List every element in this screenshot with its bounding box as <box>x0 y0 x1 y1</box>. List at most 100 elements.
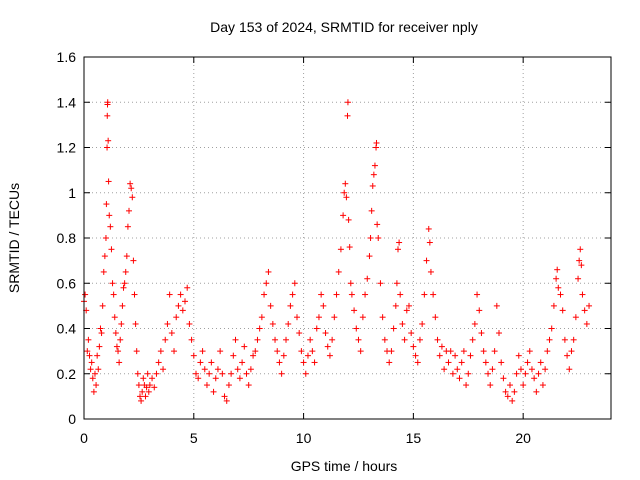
data-point <box>118 320 125 327</box>
data-point <box>283 336 290 343</box>
data-point <box>395 246 402 253</box>
data-point <box>121 280 128 287</box>
x-tick-label: 10 <box>296 430 312 446</box>
data-point <box>463 382 470 389</box>
data-point <box>123 253 130 260</box>
data-point <box>261 291 268 298</box>
y-tick-label: 0.6 <box>57 275 77 291</box>
data-point <box>460 348 467 355</box>
data-point <box>364 275 371 282</box>
data-point <box>245 382 252 389</box>
data-point <box>278 370 285 377</box>
data-point <box>485 370 492 377</box>
data-point <box>515 352 522 359</box>
data-point <box>130 257 137 264</box>
data-point <box>355 336 362 343</box>
data-point <box>135 382 142 389</box>
data-point <box>175 302 182 309</box>
data-point <box>496 330 503 337</box>
data-point <box>126 207 133 214</box>
data-point <box>542 366 549 373</box>
data-point <box>239 359 246 366</box>
data-point <box>228 370 235 377</box>
data-point <box>132 320 139 327</box>
data-point <box>427 268 434 275</box>
data-point <box>212 375 219 382</box>
data-point <box>144 370 151 377</box>
y-axis-title: SRMTID / TECUs <box>6 183 22 293</box>
data-point <box>559 307 566 314</box>
data-point <box>247 366 254 373</box>
data-point <box>293 314 300 321</box>
data-point <box>329 336 336 343</box>
data-point <box>201 366 208 373</box>
x-axis-title: GPS time / hours <box>291 458 398 474</box>
data-point <box>287 302 294 309</box>
data-point <box>576 257 583 264</box>
data-point <box>416 336 423 343</box>
data-point <box>577 246 584 253</box>
data-point <box>401 336 408 343</box>
data-point <box>575 275 582 282</box>
data-point <box>491 348 498 355</box>
data-point <box>104 112 111 119</box>
data-point <box>285 320 292 327</box>
data-point <box>432 314 439 321</box>
data-point <box>557 291 564 298</box>
y-tick-label: 1.2 <box>57 140 77 156</box>
data-point <box>498 359 505 366</box>
data-point <box>500 375 507 382</box>
tick-labels: 0 0.2 0.4 0.6 0.8 1 1.2 1.4 1.6 0 5 10 15 20 <box>57 49 532 446</box>
data-point <box>388 348 395 355</box>
data-point <box>522 370 529 377</box>
data-point <box>368 207 375 214</box>
data-point <box>381 336 388 343</box>
data-point <box>447 348 454 355</box>
data-point <box>489 366 496 373</box>
data-point <box>553 275 560 282</box>
data-point <box>296 330 303 337</box>
data-point <box>341 189 348 196</box>
data-point <box>124 223 131 230</box>
data-point <box>586 302 593 309</box>
data-point <box>374 221 381 228</box>
data-point <box>289 291 296 298</box>
data-point <box>223 397 230 404</box>
data-point <box>454 366 461 373</box>
data-point <box>367 235 374 241</box>
data-point <box>210 388 217 395</box>
data-point <box>345 216 352 223</box>
data-point <box>390 325 397 332</box>
data-point <box>188 336 195 343</box>
x-tick-label: 0 <box>80 430 88 446</box>
data-point <box>403 307 410 314</box>
data-point <box>94 352 101 359</box>
data-point <box>116 359 123 366</box>
data-point <box>533 388 540 395</box>
data-point <box>298 348 305 355</box>
data-point <box>539 382 546 389</box>
data-point <box>151 384 158 391</box>
data-point <box>214 366 221 373</box>
data-point <box>421 291 428 298</box>
data-point <box>111 314 118 321</box>
data-point <box>426 239 433 246</box>
data-point <box>138 397 145 404</box>
data-point <box>117 336 124 343</box>
data-point <box>343 194 350 201</box>
data-point <box>82 291 89 298</box>
data-point <box>99 302 106 309</box>
data-point <box>526 348 533 355</box>
data-point <box>85 336 92 343</box>
data-point <box>90 388 97 395</box>
data-point <box>267 302 274 309</box>
data-point <box>449 370 456 377</box>
data-point <box>95 366 102 373</box>
data-point <box>344 112 351 119</box>
data-point <box>168 330 175 337</box>
grid-lines <box>84 57 611 419</box>
data-point <box>186 320 193 327</box>
data-point <box>307 336 314 343</box>
data-point <box>333 291 340 298</box>
